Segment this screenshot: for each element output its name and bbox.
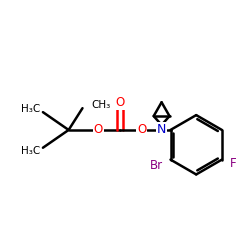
Text: Br: Br [150,159,162,172]
Text: O: O [137,124,146,136]
Text: N: N [157,124,166,136]
Text: O: O [116,96,125,109]
Text: O: O [94,124,103,136]
Text: H₃C: H₃C [21,146,40,156]
Text: F: F [230,157,236,170]
Text: H₃C: H₃C [21,104,40,114]
Text: CH₃: CH₃ [92,100,111,110]
